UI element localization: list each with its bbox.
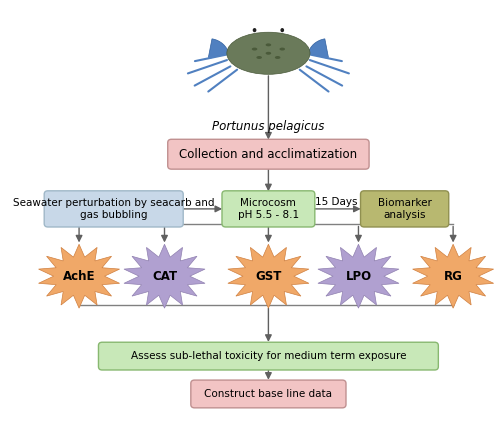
FancyBboxPatch shape (44, 191, 183, 227)
Text: Microcosm
pH 5.5 - 8.1: Microcosm pH 5.5 - 8.1 (238, 198, 299, 220)
Text: Construct base line data: Construct base line data (204, 389, 332, 399)
FancyArrowPatch shape (194, 66, 230, 86)
Ellipse shape (280, 48, 285, 51)
FancyArrowPatch shape (195, 54, 230, 61)
Text: LPO: LPO (346, 270, 372, 283)
Ellipse shape (252, 28, 256, 32)
Polygon shape (38, 244, 119, 308)
FancyBboxPatch shape (191, 380, 346, 408)
Text: RG: RG (444, 270, 462, 283)
FancyBboxPatch shape (222, 191, 315, 227)
FancyBboxPatch shape (98, 342, 438, 370)
FancyBboxPatch shape (168, 139, 369, 169)
Text: Seawater perturbation by seacarb and
gas bubbling: Seawater perturbation by seacarb and gas… (13, 198, 214, 220)
Polygon shape (412, 244, 494, 308)
Ellipse shape (252, 48, 258, 51)
FancyArrowPatch shape (306, 66, 342, 86)
Polygon shape (318, 244, 399, 308)
Text: Portunus pelagicus: Portunus pelagicus (212, 120, 324, 133)
FancyArrowPatch shape (188, 60, 227, 73)
Text: GST: GST (255, 270, 281, 283)
Text: Collection and acclimatization: Collection and acclimatization (180, 148, 358, 161)
Text: CAT: CAT (152, 270, 177, 283)
FancyArrowPatch shape (208, 70, 237, 92)
Text: Assess sub-lethal toxicity for medium term exposure: Assess sub-lethal toxicity for medium te… (130, 351, 406, 361)
Ellipse shape (227, 32, 310, 74)
FancyBboxPatch shape (360, 191, 448, 227)
Ellipse shape (280, 28, 284, 32)
Text: AchE: AchE (63, 270, 96, 283)
FancyArrowPatch shape (312, 50, 326, 56)
Text: 15 Days: 15 Days (315, 197, 358, 207)
Polygon shape (228, 244, 309, 308)
Ellipse shape (256, 56, 262, 59)
FancyArrowPatch shape (211, 50, 224, 56)
FancyArrowPatch shape (306, 54, 342, 61)
Wedge shape (208, 39, 229, 57)
Ellipse shape (266, 43, 271, 46)
Ellipse shape (275, 56, 280, 59)
Text: Biomarker
analysis: Biomarker analysis (378, 198, 432, 220)
FancyArrowPatch shape (300, 70, 328, 92)
FancyArrowPatch shape (310, 60, 349, 73)
Ellipse shape (266, 52, 271, 55)
Polygon shape (124, 244, 205, 308)
Wedge shape (308, 39, 328, 57)
